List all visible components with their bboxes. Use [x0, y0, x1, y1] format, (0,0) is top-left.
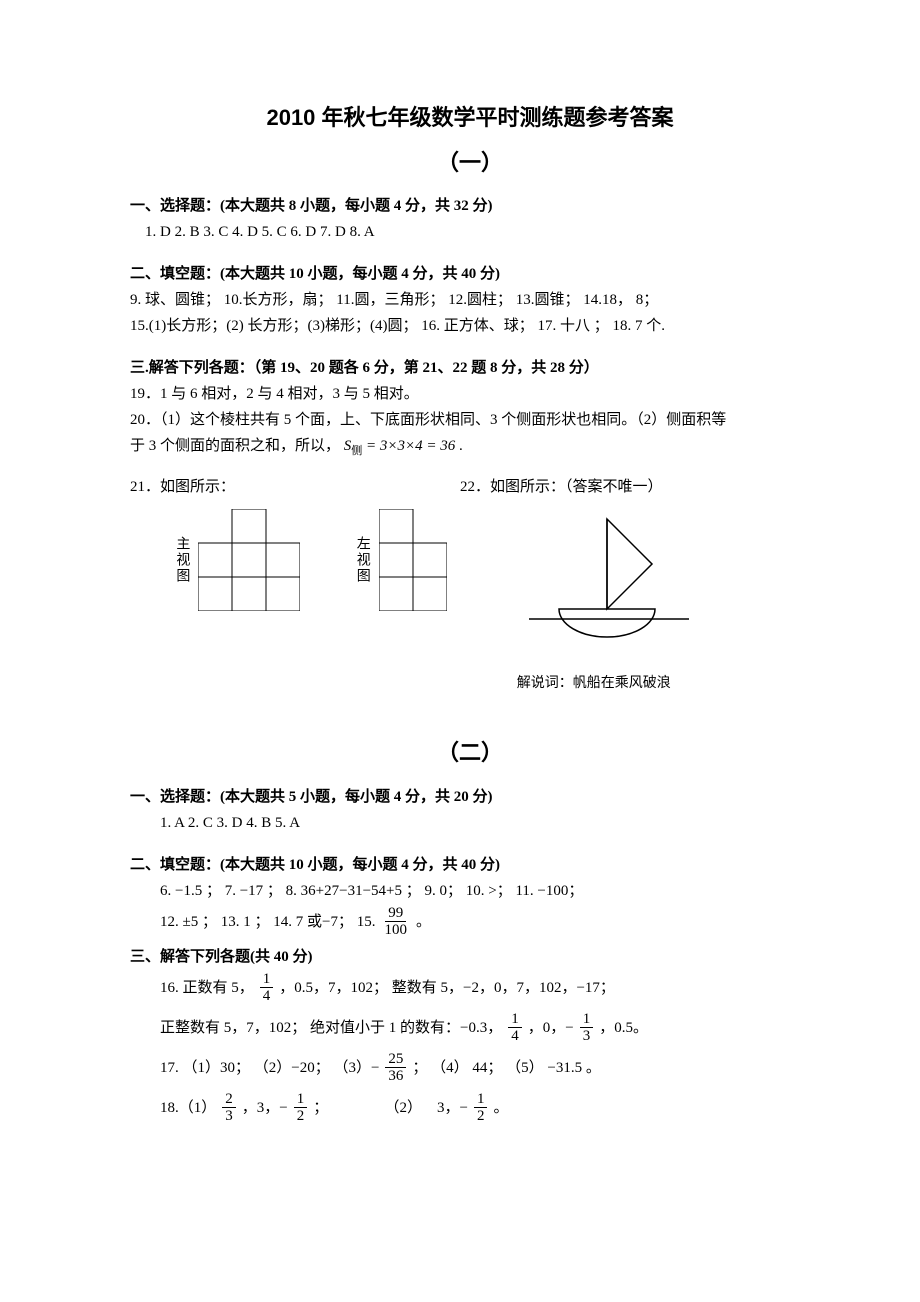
frac-1-4-b: 1 4	[508, 1011, 522, 1045]
frac-den: 100	[381, 922, 410, 939]
frac-2-3: 2 3	[222, 1091, 236, 1125]
p2-q16b: 正整数有 5，7，102； 绝对值小于 1 的数有：−0.3， 1 4 ，0，−…	[130, 1011, 810, 1045]
p1-s2-line1: 9. 球、圆锥； 10.长方形，扇； 11.圆，三角形； 12.圆柱； 13.圆…	[130, 288, 810, 312]
q16a-pre: 16. 正数有 5，	[160, 976, 254, 1000]
p1-s1-answers: 1. D 2. B 3. C 4. D 5. C 6. D 7. D 8. A	[130, 220, 810, 244]
frac-num: 2	[222, 1091, 236, 1109]
q18-b: ，3，−	[242, 1096, 288, 1120]
frac-num: 1	[580, 1011, 594, 1029]
p1-q19: 19．1 与 6 相对，2 与 4 相对，3 与 5 相对。	[130, 382, 810, 406]
q18-c: ； （2） 3，−	[313, 1096, 468, 1120]
part2-label: （二）	[130, 735, 810, 770]
p2-s2-line1: 6. −1.5 ； 7. −17 ； 8. 36+27−31−54+5 ； 9.…	[130, 879, 810, 903]
p2-q18: 18.（1） 2 3 ，3，− 1 2 ； （2） 3，− 1 2 。	[130, 1091, 810, 1125]
frac-num: 1	[508, 1011, 522, 1029]
frac-25-36: 25 36	[385, 1051, 406, 1085]
frac-den: 3	[580, 1028, 594, 1045]
boat-svg	[517, 509, 697, 659]
frac-den: 4	[508, 1028, 522, 1045]
p2-s2-line2: 12. ±5 ； 13. 1 ； 14. 7 或−7； 15. 99 100 。	[130, 905, 810, 939]
p1-s2-line2: 15.(1)长方形；(2) 长方形；(3)梯形；(4)圆； 16. 正方体、球；…	[130, 314, 810, 338]
p2-s2-head: 二、填空题：(本大题共 10 小题，每小题 4 分，共 40 分)	[130, 853, 810, 877]
p1-q22-label: 22．如图所示：（答案不唯一）	[460, 475, 663, 499]
main-view-svg	[198, 509, 300, 611]
q18-a: 18.（1）	[160, 1096, 216, 1120]
frac-den: 2	[474, 1108, 488, 1125]
q17-post: ； （4） 44； （5） −31.5 。	[412, 1056, 600, 1080]
p2-s1-head: 一、选择题：(本大题共 5 小题，每小题 4 分，共 20 分)	[130, 785, 810, 809]
p1-q20b-formula: S侧 = 3×3×4 = 36	[344, 438, 459, 454]
frac-99-100: 99 100	[381, 905, 410, 939]
frac-num: 1	[294, 1091, 308, 1109]
p2-s2-l2-a: 12. ±5 ； 13. 1 ； 14. 7 或−7； 15.	[160, 910, 375, 934]
frac-den: 2	[294, 1108, 308, 1125]
p1-s3-head: 三.解答下列各题：（第 19、20 题各 6 分，第 21、22 题 8 分，共…	[130, 356, 810, 380]
p1-s2-head: 二、填空题：(本大题共 10 小题，每小题 4 分，共 40 分)	[130, 262, 810, 286]
p2-q16a: 16. 正数有 5， 1 4 ，0.5，7，102； 整数有 5，−2，0，7，…	[130, 971, 810, 1005]
frac-1-4-a: 1 4	[260, 971, 274, 1005]
p1-s1-head: 一、选择题：(本大题共 8 小题，每小题 4 分，共 32 分)	[130, 194, 810, 218]
frac-den: 4	[260, 988, 274, 1005]
frac-1-2-b: 1 2	[474, 1091, 488, 1125]
p1-q20b-post: .	[459, 438, 463, 454]
p2-s2-l2-b: 。	[416, 910, 431, 934]
frac-den: 3	[222, 1108, 236, 1125]
p1-q20a: 20．（1）这个棱柱共有 5 个面，上、下底面形状相同、3 个侧面形状也相同。（…	[130, 408, 810, 432]
p1-q21-label: 21．如图所示：	[130, 475, 460, 499]
p1-q20b: 于 3 个侧面的面积之和，所以， S侧 = 3×3×4 = 36 .	[130, 434, 810, 461]
frac-num: 1	[474, 1091, 488, 1109]
q16b-post: ，0.5。	[599, 1016, 648, 1040]
p2-s3-head: 三、解答下列各题(共 40 分)	[130, 945, 810, 969]
q17-pre: 17. （1）30； （2）−20； （3）−	[160, 1056, 379, 1080]
left-view-svg	[379, 509, 447, 611]
q16b-mid1: ，0，−	[528, 1016, 574, 1040]
boat-caption: 解说词：帆船在乘风破浪	[517, 673, 697, 695]
p2-s1-answers: 1. A 2. C 3. D 4. B 5. A	[130, 811, 810, 835]
q16b-pre: 正整数有 5，7，102； 绝对值小于 1 的数有：−0.3，	[160, 1016, 502, 1040]
main-view-figure: 主视图	[170, 509, 300, 611]
p2-q17: 17. （1）30； （2）−20； （3）− 25 36 ； （4） 44； …	[130, 1051, 810, 1085]
frac-1-2-a: 1 2	[294, 1091, 308, 1125]
main-view-label: 主视图	[170, 536, 192, 584]
q18-d: 。	[493, 1096, 508, 1120]
figures-row: 主视图 左视图 解说词：帆船在乘风破浪	[130, 509, 810, 695]
p1-q21-q22-labels: 21．如图所示： 22．如图所示：（答案不唯一）	[130, 475, 810, 499]
q16a-mid: ，0.5，7，102； 整数有 5，−2，0，7，102，−17；	[279, 976, 615, 1000]
left-view-label: 左视图	[350, 536, 372, 584]
boat-figure: 解说词：帆船在乘风破浪	[517, 509, 697, 695]
frac-num: 25	[385, 1051, 406, 1069]
left-view-figure: 左视图	[350, 509, 446, 611]
frac-num: 99	[385, 905, 406, 923]
p1-q20b-pre: 于 3 个侧面的面积之和，所以，	[130, 438, 340, 454]
frac-1-3: 1 3	[580, 1011, 594, 1045]
part1-label: （一）	[130, 145, 810, 180]
doc-title: 2010 年秋七年级数学平时测练题参考答案	[130, 100, 810, 135]
frac-den: 36	[385, 1068, 406, 1085]
frac-num: 1	[260, 971, 274, 989]
